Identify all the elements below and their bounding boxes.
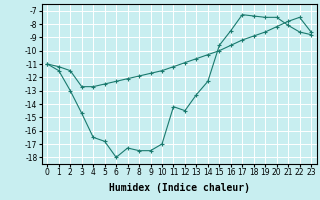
X-axis label: Humidex (Indice chaleur): Humidex (Indice chaleur) (109, 183, 250, 193)
